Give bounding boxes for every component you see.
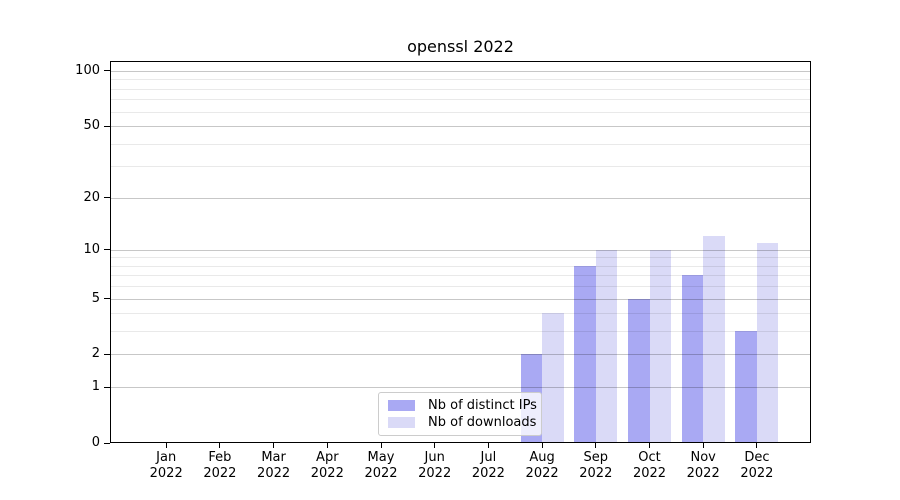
bar-downloads-nov xyxy=(703,236,725,443)
x-axis-tick xyxy=(595,443,597,448)
x-tick-label: Mar 2022 xyxy=(257,450,291,481)
bar-downloads-oct xyxy=(649,249,671,443)
minor-gridline xyxy=(110,99,811,101)
major-gridline xyxy=(110,197,811,199)
x-tick-label: Jun 2022 xyxy=(418,450,452,481)
y-axis-tick xyxy=(104,70,110,72)
y-tick-label: 5 xyxy=(91,290,100,306)
bar-distinct-ips-nov xyxy=(681,275,704,443)
y-axis-tick xyxy=(104,125,110,127)
x-tick-label: Apr 2022 xyxy=(310,450,344,481)
minor-gridline xyxy=(110,143,811,145)
bar-downloads-dec xyxy=(756,242,779,443)
x-axis-tick xyxy=(434,443,436,448)
y-axis-tick xyxy=(104,249,110,251)
x-tick-label: Feb 2022 xyxy=(203,450,237,481)
minor-gridline xyxy=(110,286,811,288)
y-axis-tick xyxy=(104,197,110,199)
major-gridline xyxy=(110,298,811,300)
x-axis-tick xyxy=(273,443,275,448)
minor-gridline xyxy=(110,111,811,113)
x-axis-tick xyxy=(702,443,704,448)
legend-item-distinct-ips: Nb of distinct IPs xyxy=(388,398,537,413)
x-axis-tick xyxy=(380,443,382,448)
x-tick-label: May 2022 xyxy=(364,450,398,481)
x-tick-label: Jul 2022 xyxy=(471,450,505,481)
minor-gridline xyxy=(110,257,811,259)
y-tick-label: 50 xyxy=(83,118,100,134)
x-axis-tick xyxy=(326,443,328,448)
minor-gridline xyxy=(110,313,811,315)
y-tick-label: 20 xyxy=(83,189,100,205)
major-gridline xyxy=(110,249,811,251)
legend-item-downloads: Nb of downloads xyxy=(388,415,536,430)
x-tick-label: Sep 2022 xyxy=(579,450,613,481)
y-axis-tick xyxy=(104,298,110,300)
y-tick-label: 2 xyxy=(91,346,100,362)
x-tick-label: Oct 2022 xyxy=(632,450,667,481)
bar-downloads-aug xyxy=(542,313,564,443)
minor-gridline xyxy=(110,331,811,333)
x-tick-label: Dec 2022 xyxy=(740,450,774,481)
bar-distinct-ips-dec xyxy=(735,331,757,443)
bar-distinct-ips-sep xyxy=(574,265,596,443)
y-tick-label: 1 xyxy=(91,379,100,395)
x-axis-tick xyxy=(487,443,489,448)
x-axis-tick xyxy=(165,443,167,448)
legend-swatch-distinct-ips xyxy=(388,399,415,411)
x-axis-tick xyxy=(219,443,221,448)
bar-downloads-sep xyxy=(595,249,618,443)
minor-gridline xyxy=(110,88,811,90)
chart-title: openssl 2022 xyxy=(407,37,514,56)
minor-gridline xyxy=(110,265,811,267)
plot-area xyxy=(110,61,811,443)
minor-gridline xyxy=(110,79,811,81)
x-tick-label: Aug 2022 xyxy=(525,450,559,481)
x-axis-tick xyxy=(756,443,758,448)
bar-distinct-ips-oct xyxy=(628,298,650,443)
y-axis-tick xyxy=(104,386,110,388)
legend-swatch-downloads xyxy=(388,417,415,429)
y-tick-label: 0 xyxy=(91,435,100,450)
y-axis-tick xyxy=(104,353,110,355)
y-axis-tick xyxy=(104,442,110,444)
legend-label-distinct-ips: Nb of distinct IPs xyxy=(428,397,537,413)
legend-label-downloads: Nb of downloads xyxy=(428,415,537,431)
major-gridline xyxy=(110,387,811,389)
major-gridline xyxy=(110,354,811,356)
minor-gridline xyxy=(110,166,811,168)
y-tick-label: 100 xyxy=(75,62,100,78)
legend: Nb of distinct IPs Nb of downloads xyxy=(378,392,542,436)
x-tick-label: Nov 2022 xyxy=(686,450,720,481)
x-axis-tick xyxy=(649,443,650,448)
x-tick-label: Jan 2022 xyxy=(149,450,183,481)
y-tick-label: 10 xyxy=(83,241,100,257)
major-gridline xyxy=(110,126,811,128)
x-axis-tick xyxy=(541,443,543,448)
major-gridline xyxy=(110,70,811,72)
minor-gridline xyxy=(110,275,811,277)
